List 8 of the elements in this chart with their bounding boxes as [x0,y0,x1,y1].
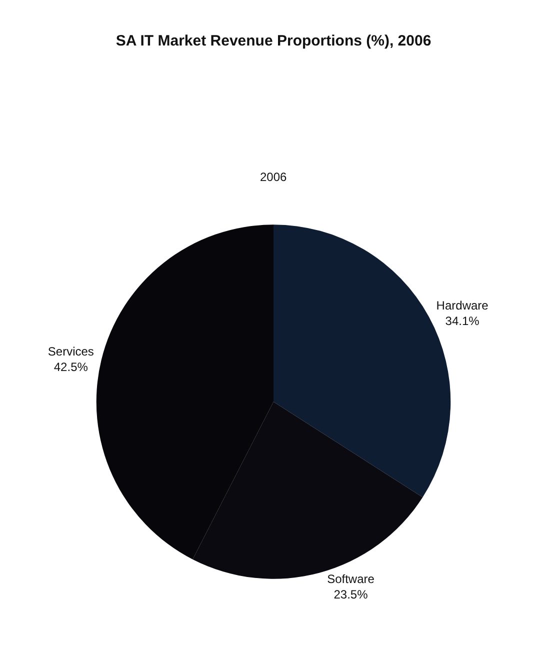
slice-label: Software [327,572,375,586]
data-label: 34.1% [445,314,480,328]
data-label: 42.5% [54,360,88,374]
slice-label: Hardware [436,298,489,313]
chart-subtitle: 2006 [260,170,288,184]
data-label: 23.5% [334,587,368,602]
chart-title: SA IT Market Revenue Proportions (%), 2006 [116,32,432,50]
slice-label: Services [48,344,94,359]
